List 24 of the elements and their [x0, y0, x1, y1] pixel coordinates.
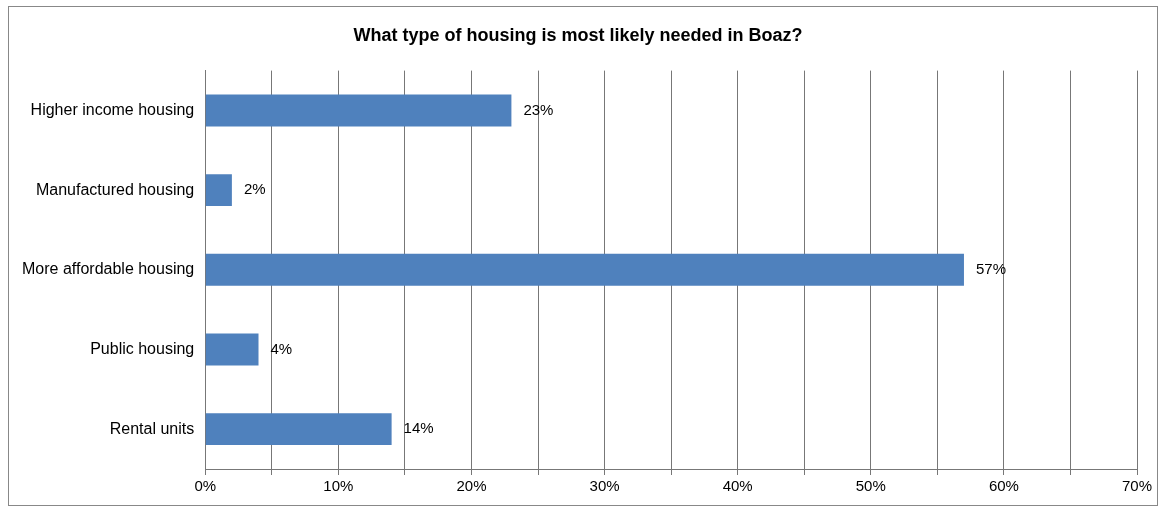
data-label: 14%: [403, 419, 434, 437]
bar: [205, 94, 512, 127]
x-tick-label: 60%: [988, 477, 1019, 495]
data-label: 23%: [523, 100, 554, 118]
y-tick-label: Higher income housing: [30, 100, 195, 118]
chart-title: What type of housing is most likely needed in Boaz?: [353, 24, 803, 45]
data-label: 4%: [270, 339, 293, 357]
x-tick-label: 20%: [456, 477, 487, 495]
bar: [205, 413, 392, 446]
data-label: 57%: [975, 259, 1006, 277]
x-tick-label: 0%: [194, 477, 217, 495]
y-tick-label: Rental units: [109, 419, 195, 437]
y-tick-label: Manufactured housing: [35, 180, 195, 198]
x-tick-label: 10%: [323, 477, 354, 495]
y-tick-label: More affordable housing: [22, 260, 195, 278]
bar: [205, 253, 964, 286]
y-tick-label: Public housing: [90, 339, 195, 357]
bar: [205, 174, 232, 207]
x-tick-label: 40%: [722, 477, 753, 495]
x-tick-label: 70%: [1121, 477, 1153, 495]
bar: [205, 333, 259, 366]
data-label: 2%: [243, 180, 266, 198]
x-tick-label: 30%: [589, 477, 620, 495]
x-tick-label: 50%: [855, 477, 886, 495]
